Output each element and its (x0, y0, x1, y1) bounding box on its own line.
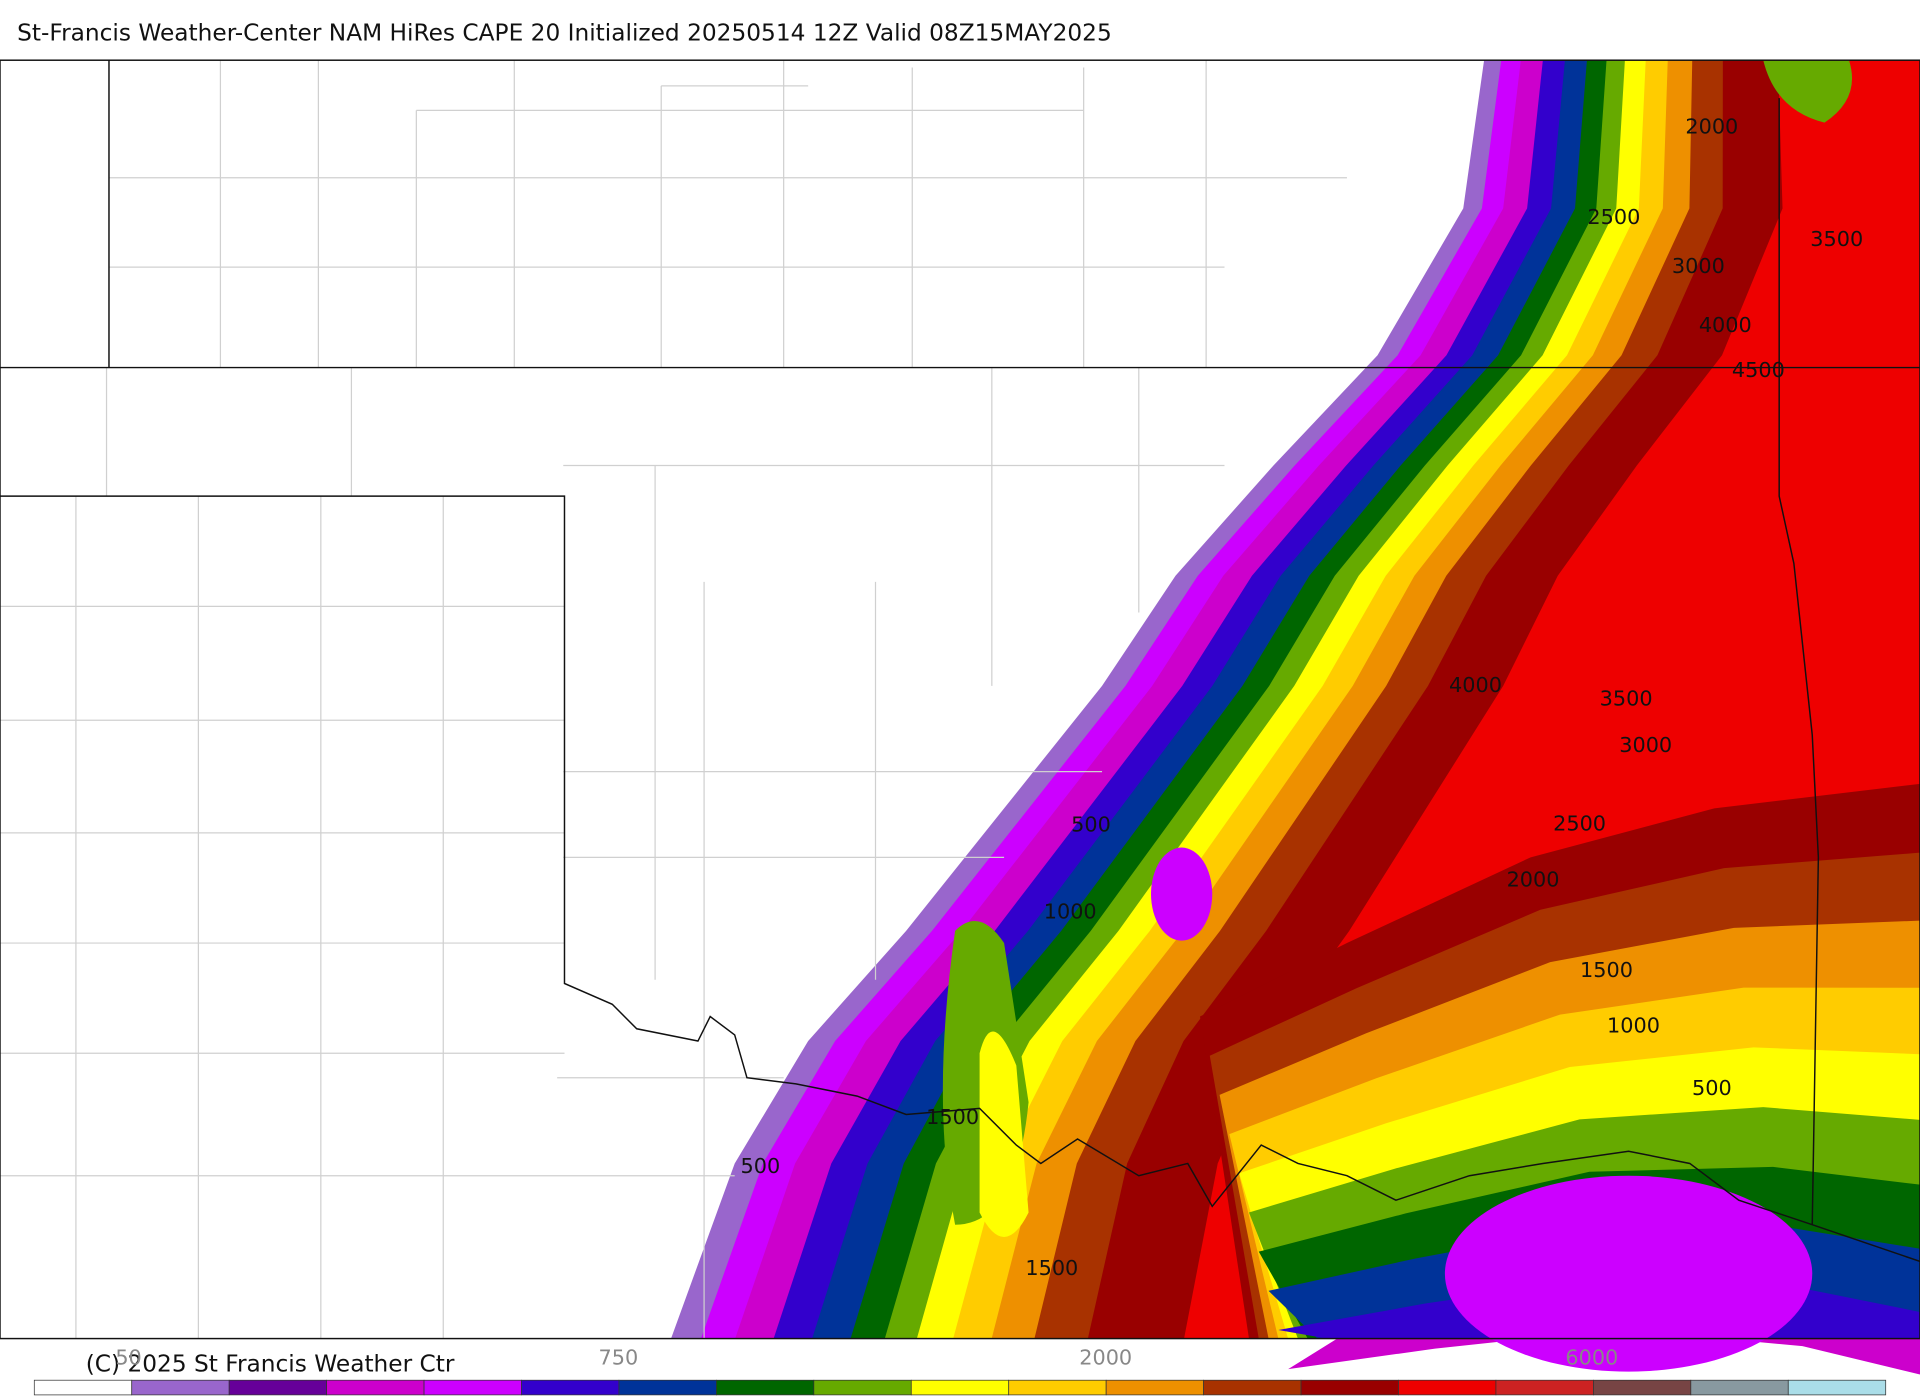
contour-label: 2000 (1507, 868, 1560, 892)
colorbar-swatch (618, 1379, 717, 1396)
contour-label: 500 (1692, 1076, 1732, 1100)
contour-label: 4000 (1449, 673, 1502, 697)
colorbar-swatch (1008, 1379, 1107, 1396)
colorbar-swatch (33, 1379, 133, 1396)
contour-label: 4000 (1699, 313, 1752, 337)
colorbar-swatch (1690, 1379, 1789, 1396)
cape-blob (979, 1031, 1029, 1237)
contour-label: 500 (1071, 813, 1111, 837)
contour-label: 3500 (1600, 686, 1653, 710)
contour-labels: 2000 2500 3500 3000 4000 4500 4000 3500 3000 2500… (741, 115, 1864, 1280)
colorbar-swatch (423, 1379, 522, 1396)
cape-blob (1444, 1175, 1813, 1372)
colorbar-swatch (910, 1379, 1010, 1396)
contour-label: 2000 (1685, 115, 1738, 139)
contour-label: 3500 (1810, 227, 1863, 251)
colorbar-swatch (521, 1379, 620, 1396)
colorbar-swatch (1593, 1379, 1692, 1396)
contour-label: 4500 (1732, 358, 1785, 382)
county-lines (0, 60, 1347, 1339)
contour-label: 3000 (1619, 733, 1672, 757)
colorbar-swatch (1105, 1379, 1204, 1396)
colorbar-swatch (1203, 1379, 1302, 1396)
colorbar-label: 750 (599, 1345, 639, 1369)
colorbar-swatch (1787, 1379, 1887, 1396)
contour-label: 2500 (1553, 811, 1606, 835)
colorbar-swatch (813, 1379, 912, 1396)
title: St-Francis Weather-Center NAM HiRes CAPE… (17, 20, 1112, 47)
colorbar-label: 2000 (1079, 1345, 1132, 1369)
contour-label: 1500 (1580, 958, 1633, 982)
cape-field (671, 60, 1920, 1375)
cape-blob (1763, 60, 1853, 123)
contour-label: 2500 (1587, 205, 1640, 229)
colorbar-swatch (1495, 1379, 1594, 1396)
colorbar-swatch (326, 1379, 425, 1396)
colorbar-label: 6000 (1565, 1345, 1618, 1369)
contour-label: 500 (741, 1154, 781, 1178)
contour-label: 1500 (926, 1105, 979, 1129)
colorbar: 50 750 2000 6000 (33, 1345, 1887, 1396)
contour-label: 1500 (1025, 1256, 1078, 1280)
contour-label: 3000 (1672, 254, 1725, 278)
colorbar-swatch (131, 1379, 230, 1396)
colorbar-swatch (228, 1379, 327, 1396)
colorbar-swatch (716, 1379, 815, 1396)
contour-label: 1000 (1607, 1013, 1660, 1037)
state-borders (0, 59, 1920, 1340)
contour-label: 1000 (1044, 899, 1097, 923)
colorbar-label: 50 (115, 1345, 141, 1369)
copyright: (C) 2025 St Francis Weather Ctr (86, 1351, 455, 1378)
colorbar-swatch (1300, 1379, 1399, 1396)
colorbar-swatch (1398, 1379, 1497, 1396)
cape-blob (1151, 847, 1213, 941)
